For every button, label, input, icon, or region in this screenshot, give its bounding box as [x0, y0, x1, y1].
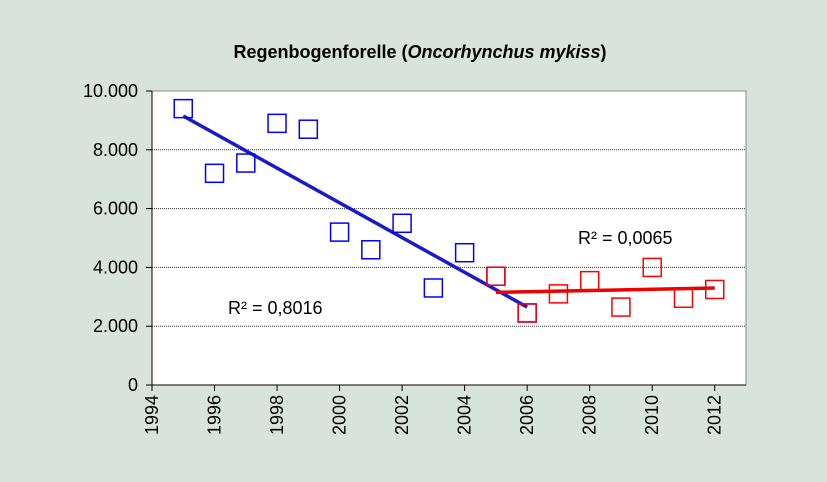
x-tick-label: 1996 — [205, 395, 225, 435]
y-tick-label: 10.000 — [83, 81, 138, 101]
marker — [204, 163, 225, 184]
title-part: Regenbogenforelle ( — [233, 42, 407, 62]
marker — [486, 266, 506, 286]
title-species: Oncorhynchus mykiss — [407, 42, 600, 62]
y-tick-label: 4.000 — [93, 257, 138, 277]
marker — [392, 213, 412, 234]
marker — [579, 270, 600, 291]
x-tick-label: 2008 — [580, 395, 600, 435]
marker — [704, 279, 725, 300]
title-part: ) — [601, 42, 607, 62]
x-tick-label: 2002 — [392, 395, 412, 435]
x-tick-label: 2004 — [455, 395, 475, 435]
marker — [611, 297, 631, 317]
y-tick-label: 0 — [128, 375, 138, 395]
marker — [548, 284, 569, 304]
y-tick-label: 6.000 — [93, 199, 138, 219]
x-tick-label: 1994 — [142, 395, 162, 435]
r-squared-label: R² = 0,0065 — [578, 228, 673, 248]
chart-title: Regenbogenforelle (Oncorhynchus mykiss) — [233, 42, 606, 62]
marker — [329, 222, 350, 242]
marker — [267, 113, 287, 134]
marker — [361, 240, 381, 260]
marker — [298, 119, 319, 139]
x-tick-label: 1998 — [267, 395, 287, 435]
trendline — [182, 114, 529, 309]
x-tick-label: 2012 — [705, 395, 725, 435]
x-tick-label: 2010 — [642, 395, 662, 435]
x-tick-label: 2000 — [330, 395, 350, 435]
marker — [517, 303, 537, 323]
y-tick-label: 2.000 — [93, 316, 138, 336]
r-squared-label: R² = 0,8016 — [228, 298, 323, 318]
y-tick-label: 8.000 — [93, 140, 138, 160]
marker — [673, 288, 694, 309]
marker — [454, 242, 475, 263]
marker — [173, 98, 194, 119]
marker — [423, 278, 444, 298]
marker — [236, 153, 256, 173]
x-tick-label: 2006 — [517, 395, 537, 435]
marker — [642, 257, 662, 278]
plot-area — [151, 90, 747, 386]
